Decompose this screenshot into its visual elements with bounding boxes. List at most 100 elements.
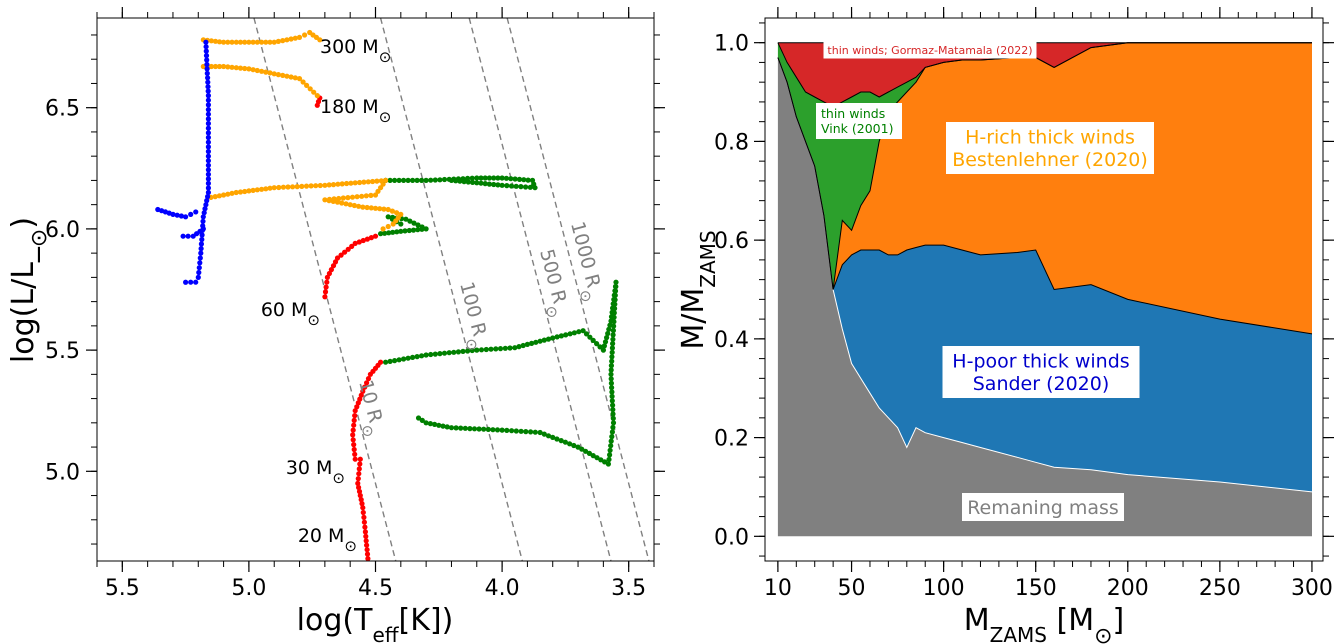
- track-point-30-m-green: [550, 335, 556, 341]
- track-point-stripped-blue: [204, 198, 210, 204]
- track-point-180-m-orange: [221, 63, 227, 70]
- track-point-30-m-green: [528, 429, 534, 435]
- track-point-stripped-blue: [203, 44, 209, 50]
- track-point-stripped-blue: [205, 130, 211, 136]
- track-point-30-m-green: [440, 423, 446, 429]
- track-point-30-m-green: [563, 332, 569, 338]
- track-point-60-m-green: [423, 226, 429, 232]
- track-point-60-m-orange: [339, 181, 345, 187]
- track-point-30-m-green: [608, 367, 614, 373]
- track-point-300-m-orange: [242, 39, 248, 45]
- track-point-30-m-green: [606, 456, 612, 463]
- track-point-60-m-orange: [322, 197, 328, 203]
- track-point-30-m-red: [350, 437, 356, 443]
- track-point-30-m-green: [610, 420, 617, 426]
- track-point-30-m-green: [610, 402, 616, 408]
- track-point-stripped-blue: [205, 120, 211, 127]
- track-point-30-m-green: [405, 355, 411, 361]
- track-point-stripped-blue: [198, 241, 204, 247]
- track-point-20-m-red: [361, 519, 367, 525]
- track-point-30-m-red: [351, 446, 357, 453]
- track-point-60-m-green: [428, 177, 434, 183]
- track-point-60-m-green: [432, 177, 438, 183]
- track-point-stripped-blue: [188, 279, 194, 285]
- track-point-60-m-orange: [361, 179, 367, 185]
- track-point-60-m-green: [495, 182, 501, 188]
- track-point-30-m-green: [605, 330, 611, 337]
- track-point-30-m-green: [415, 415, 422, 421]
- track-point-30-m-red: [351, 442, 357, 448]
- track-point-60-m-orange: [385, 223, 391, 230]
- track-point-60-m-red: [372, 233, 379, 239]
- track-point-60-m-red: [322, 289, 329, 295]
- track-point-30-m-green: [611, 323, 617, 329]
- track-point-30-m-red: [362, 384, 368, 390]
- track-point-60-m-orange: [233, 189, 239, 196]
- track-point-30-m-green: [448, 425, 455, 431]
- track-point-60-m-orange: [348, 180, 354, 186]
- track-point-20-m-red: [358, 497, 364, 503]
- track-point-60-m-orange: [374, 178, 380, 184]
- area-label-thin-winds: thin winds: [821, 106, 885, 121]
- x-tick-label: 100: [923, 576, 965, 601]
- track-point-300-m-orange: [271, 39, 277, 45]
- track-point-300-m-orange: [267, 39, 273, 45]
- track-point-20-m-red: [356, 471, 362, 477]
- track-point-60-m-orange: [375, 188, 381, 194]
- track-point-60-m-green: [403, 216, 409, 222]
- hr-axis-ticks: 5.5 5.0 4.5 4.0 3.5 5.0 5.5 6.0 6.5: [45, 7, 665, 601]
- track-point-30-m-green: [478, 347, 485, 353]
- track-point-60-m-orange: [313, 183, 319, 189]
- track-point-30-m-red: [352, 408, 358, 414]
- track-point-60-m-green: [423, 177, 429, 183]
- track-point-60-m-orange: [336, 195, 342, 202]
- track-point-60-m-red: [332, 259, 339, 265]
- track-point-stripped-blue: [205, 158, 211, 164]
- track-point-60-m-red: [360, 237, 366, 244]
- track-point-30-m-green: [611, 314, 617, 320]
- track-point-30-m-green: [610, 407, 616, 413]
- track-point-60-m-green: [508, 183, 515, 189]
- track-point-60-m-green: [415, 227, 421, 233]
- track-point-30-m-red: [365, 376, 372, 382]
- track-point-30-m-green: [602, 459, 608, 465]
- track-point-30-m-green: [471, 426, 478, 432]
- track-point-stripped-blue: [203, 53, 210, 59]
- track-point-30-m-green: [545, 336, 552, 342]
- track-point-stripped-blue: [204, 57, 210, 63]
- track-point-60-m-orange: [339, 200, 345, 206]
- track-point-60-m-orange: [280, 184, 286, 190]
- track-point-30-m-green: [567, 441, 573, 447]
- track-point-stripped-blue: [202, 206, 208, 212]
- track-point-60-m-orange: [276, 184, 282, 191]
- track-point-30-m-green: [612, 292, 618, 298]
- track-point-60-m-green: [410, 227, 417, 233]
- track-point-30-m-green: [597, 344, 603, 350]
- track-point-stripped-blue: [185, 233, 191, 239]
- track-point-30-m-green: [607, 452, 613, 458]
- track-point-180-m-orange: [314, 93, 320, 99]
- track-point-20-m-red: [360, 505, 366, 511]
- track-point-20-m-red: [357, 461, 363, 467]
- track-point-stripped-blue: [203, 48, 209, 54]
- track-label-60-m: 60 M⊙: [261, 299, 320, 329]
- area-h-poor-thick-winds: [777, 57, 1312, 492]
- track-point-60-m-green: [512, 176, 518, 182]
- track-point-20-m-red: [355, 476, 361, 482]
- track-point-30-m-green: [580, 328, 586, 334]
- x-tick-label: 250: [1199, 576, 1241, 601]
- track-point-stripped-blue: [204, 61, 210, 68]
- track-point-30-m-green: [550, 434, 556, 440]
- label-box-remaning-mass: [962, 493, 1124, 521]
- x-tick-label: 200: [1107, 576, 1149, 601]
- track-point-stripped-blue: [205, 84, 211, 90]
- track-point-30-m-green: [392, 358, 398, 364]
- track-points: [155, 29, 619, 561]
- track-point-300-m-orange: [208, 38, 214, 44]
- track-point-180-m-orange: [307, 86, 313, 92]
- track-point-60-m-red: [342, 249, 348, 255]
- track-point-60-m-green: [419, 177, 425, 183]
- track-point-stripped-blue: [174, 212, 180, 218]
- track-point-60-m-red: [323, 284, 329, 290]
- track-point-stripped-blue: [205, 153, 211, 159]
